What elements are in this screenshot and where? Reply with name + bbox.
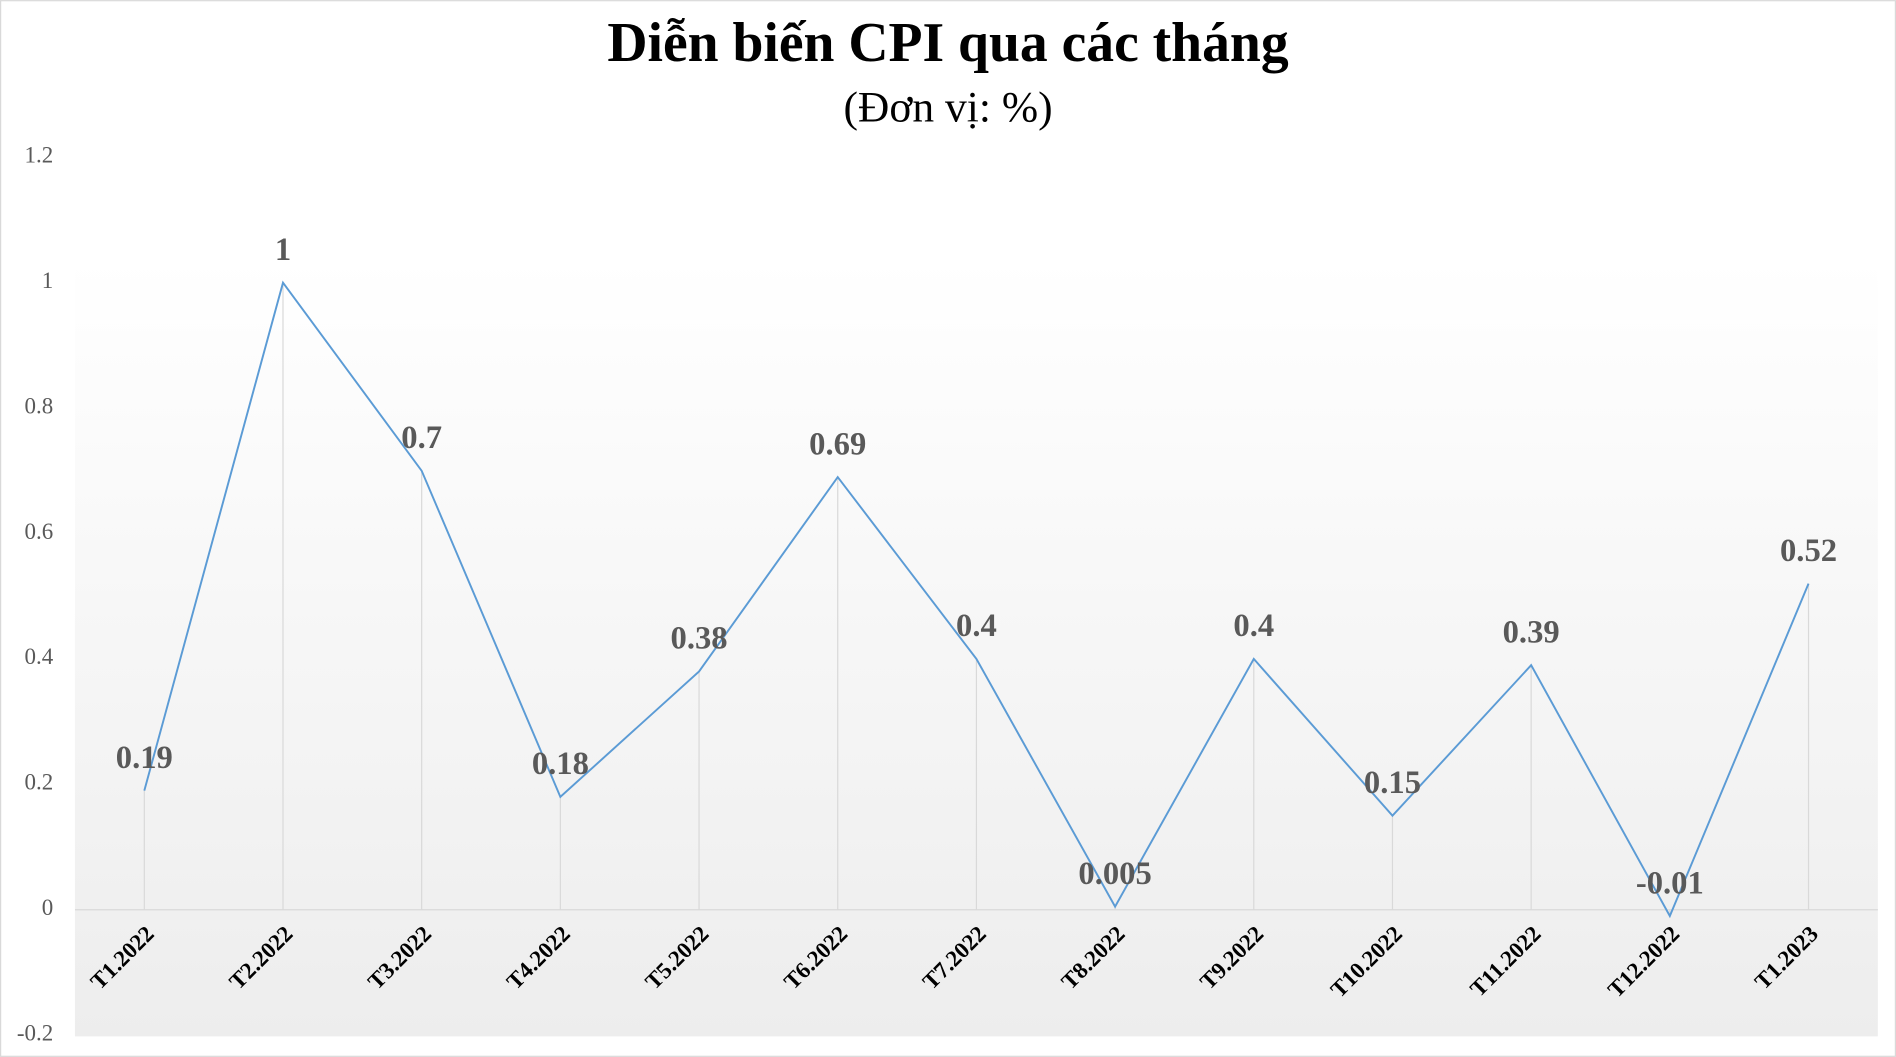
- data-label: 0.39: [1503, 614, 1560, 650]
- data-label: 0.7: [401, 420, 442, 456]
- data-label: 0.4: [1233, 608, 1274, 644]
- y-tick-label: 0: [42, 895, 53, 920]
- y-tick-label: 0.8: [24, 393, 53, 418]
- data-label: 0.69: [809, 426, 866, 462]
- data-label: 0.52: [1780, 533, 1837, 569]
- chart-title: Diễn biến CPI qua các tháng: [607, 12, 1288, 74]
- chart-subtitle: (Đơn vị: %): [843, 83, 1052, 131]
- data-label: -0.01: [1636, 865, 1704, 901]
- y-tick-label: 0.2: [24, 770, 53, 795]
- data-label: 0.38: [671, 621, 728, 657]
- y-tick-label: 1: [42, 268, 53, 293]
- data-label: 0.19: [116, 740, 173, 776]
- data-label: 0.18: [532, 746, 589, 782]
- data-label: 1: [275, 232, 291, 268]
- data-label: 0.15: [1364, 765, 1421, 801]
- y-tick-label: 0.6: [24, 519, 53, 544]
- y-tick-label: 1.2: [24, 143, 53, 168]
- y-tick-label: 0.4: [24, 644, 53, 669]
- y-tick-label: -0.2: [17, 1020, 53, 1045]
- plot-area: [74, 257, 1878, 1037]
- line-series: [143, 280, 1810, 919]
- data-label: 0.4: [956, 608, 997, 644]
- data-label: 0.005: [1078, 856, 1151, 892]
